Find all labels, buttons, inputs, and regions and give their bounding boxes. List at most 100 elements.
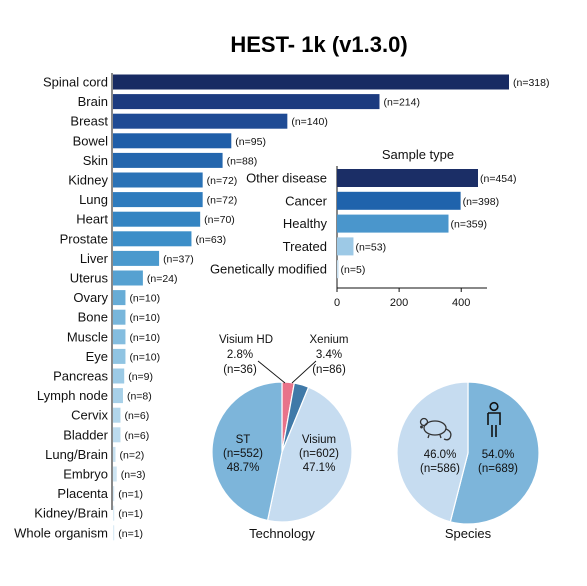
sample-bar — [337, 260, 339, 279]
sample-value-label: (n=53) — [355, 241, 386, 253]
chart-title: HEST- 1k (v1.3.0) — [230, 32, 407, 57]
slice-percent: 47.1% — [303, 462, 336, 474]
tissue-value-label: (n=88) — [227, 155, 258, 167]
slice-percent: 48.7% — [227, 462, 260, 474]
tissue-bar — [113, 211, 201, 227]
tissue-category-label: Breast — [70, 114, 108, 129]
tissue-category-label: Heart — [76, 212, 108, 227]
visium-hd-leader-line — [257, 360, 286, 384]
slice-percent: 46.0% — [424, 449, 457, 461]
tissue-bar — [113, 231, 192, 247]
tissue-value-label: (n=70) — [204, 214, 235, 226]
sample-bar — [337, 237, 354, 256]
slice-percent: 3.4% — [316, 349, 342, 361]
tissue-category-label: Spinal cord — [43, 75, 108, 90]
xenium-leader-line — [291, 360, 317, 384]
tissue-bar — [113, 74, 509, 90]
tissue-category-label: Liver — [80, 251, 109, 266]
slice-count: (n=602) — [299, 448, 339, 460]
sample-bar — [337, 191, 461, 210]
tissue-category-label: Prostate — [60, 231, 108, 246]
slice-count: (n=689) — [478, 463, 518, 475]
tissue-bar — [113, 486, 115, 502]
tissue-value-label: (n=8) — [127, 391, 152, 403]
slice-percent: 54.0% — [482, 449, 515, 461]
tissue-value-label: (n=1) — [118, 528, 143, 540]
human-icon — [487, 401, 501, 437]
tissue-bar — [113, 113, 288, 129]
tissue-category-label: Cervix — [71, 408, 108, 423]
tissue-value-label: (n=9) — [128, 371, 153, 383]
tissue-value-label: (n=10) — [129, 293, 160, 305]
sample-bar — [337, 169, 478, 187]
slice-label: ST — [236, 434, 251, 446]
tissue-value-label: (n=140) — [291, 116, 327, 128]
tissue-bar — [113, 466, 117, 482]
tissue-value-label: (n=2) — [119, 449, 144, 461]
tissue-category-label: Placenta — [57, 486, 108, 501]
slice-label: Xenium — [310, 334, 349, 346]
tissue-category-label: Ovary — [73, 290, 108, 305]
tissue-value-label: (n=318) — [513, 77, 549, 89]
tissue-value-label: (n=10) — [129, 312, 160, 324]
tissue-value-label: (n=63) — [195, 234, 226, 246]
slice-percent: 2.8% — [227, 349, 253, 361]
tissue-value-label: (n=10) — [129, 351, 160, 363]
tissue-bar — [113, 133, 232, 149]
tissue-value-label: (n=10) — [129, 332, 160, 344]
species-pie-chart: 46.0% (n=586) 54.0% (n=689) Species — [396, 381, 540, 541]
tissue-value-label: (n=6) — [124, 430, 149, 442]
tissue-category-label: Muscle — [67, 329, 108, 344]
tissue-value-label: (n=1) — [118, 508, 143, 520]
tissue-bar — [113, 192, 203, 208]
species-slice — [449, 381, 540, 525]
sample-category-label: Healthy — [283, 216, 328, 231]
sample-x-tick-label: 200 — [390, 297, 408, 309]
tissue-category-label: Kidney — [68, 173, 108, 188]
tissue-category-label: Bladder — [63, 427, 108, 442]
technology-caption: Technology — [249, 526, 315, 541]
tissue-bar — [113, 427, 121, 443]
tissue-bar — [113, 94, 380, 110]
tissue-bar — [113, 152, 223, 168]
tissue-bar-chart: Spinal cord (n=318) Brain (n=214) Breast (n=1… — [14, 73, 549, 541]
sample-value-label: (n=5) — [341, 264, 366, 276]
sample-value-label: (n=359) — [450, 219, 486, 231]
tissue-bar — [113, 329, 126, 345]
tissue-bar — [113, 348, 126, 364]
tissue-value-label: (n=95) — [235, 136, 266, 148]
tissue-bar — [113, 368, 125, 384]
tissue-bar — [113, 290, 126, 306]
slice-count: (n=586) — [420, 463, 460, 475]
sample-category-label: Cancer — [285, 193, 328, 208]
technology-slice — [266, 386, 353, 523]
tissue-category-label: Pancreas — [53, 369, 108, 384]
technology-slice — [211, 381, 283, 522]
sample-bar — [337, 214, 449, 233]
tissue-category-label: Bowel — [73, 133, 109, 148]
tissue-bar — [113, 407, 121, 423]
tissue-bar — [113, 525, 115, 541]
slice-count: (n=36) — [223, 364, 257, 376]
tissue-value-label: (n=3) — [121, 469, 146, 481]
tissue-value-label: (n=214) — [383, 97, 419, 109]
tissue-category-label: Lung/Brain — [45, 447, 108, 462]
tissue-category-label: Kidney/Brain — [34, 506, 108, 521]
species-caption: Species — [445, 526, 492, 541]
technology-pie-chart: ST (n=552) 48.7% Visium (n=602) 47.1% Visium H… — [211, 334, 353, 541]
sample-x-tick-label: 400 — [452, 297, 470, 309]
sample-value-label: (n=398) — [463, 196, 499, 208]
tissue-category-label: Embryo — [63, 467, 108, 482]
tissue-category-label: Whole organism — [14, 525, 108, 540]
tissue-category-label: Lymph node — [37, 388, 108, 403]
tissue-category-label: Skin — [83, 153, 108, 168]
sample-type-title: Sample type — [382, 147, 454, 162]
slice-count: (n=86) — [312, 364, 346, 376]
tissue-bar — [113, 172, 203, 188]
mouse-icon — [419, 417, 452, 441]
tissue-bar — [113, 505, 115, 521]
tissue-category-label: Brain — [78, 94, 108, 109]
tissue-category-label: Bone — [78, 310, 108, 325]
slice-label: Visium — [302, 434, 336, 446]
tissue-bar — [113, 309, 126, 325]
